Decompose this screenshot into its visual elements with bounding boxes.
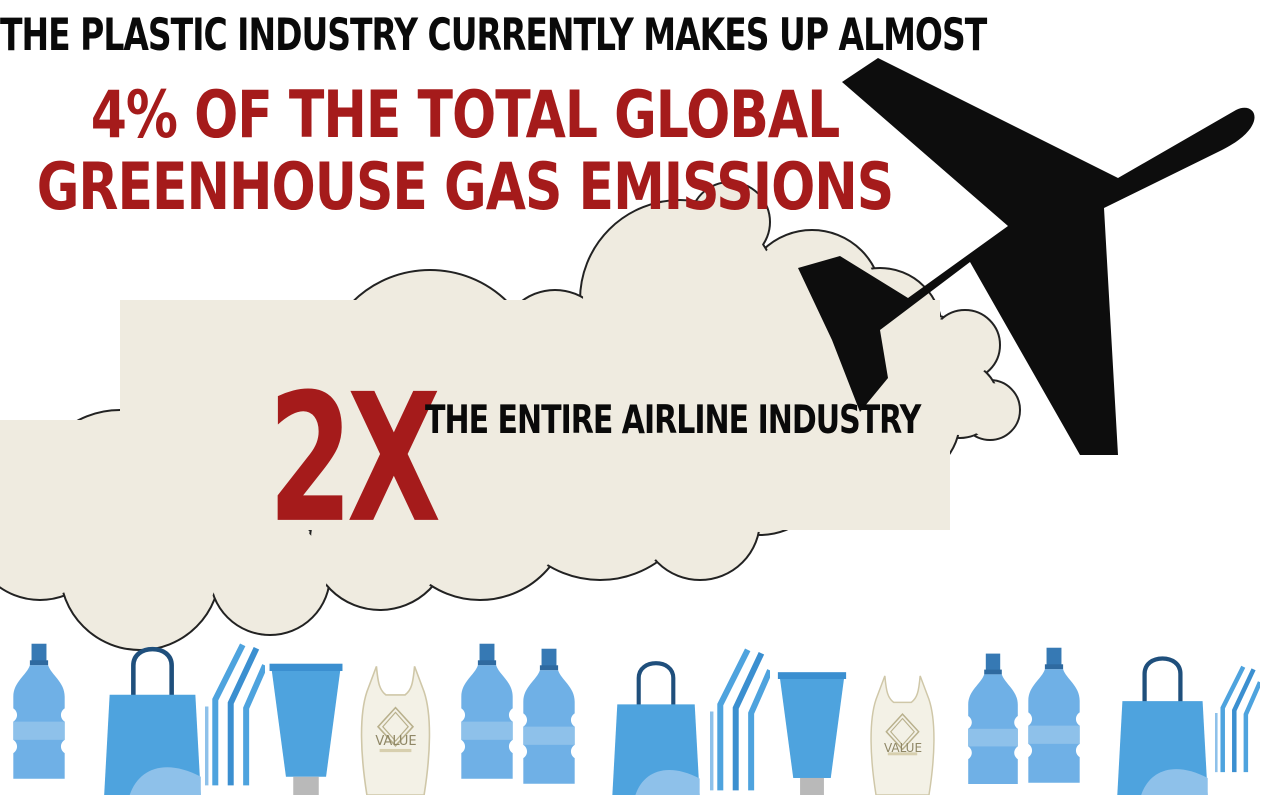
shopping-bag-icon [612,663,699,795]
straw-icon [712,650,770,791]
bottle-icon [523,648,575,784]
smoke-cloud-fill [0,189,1017,647]
straw-icon [1216,667,1260,772]
cup-icon [269,663,343,795]
left-margin [0,600,10,795]
bag-print-text: VALUE [884,741,922,755]
cup-icon [777,672,847,795]
airplane-icon [798,58,1255,455]
headline-line-2: 4% OF THE TOTAL GLOBAL [90,78,841,153]
bottle-icon [461,643,513,779]
bottle-icon [1028,647,1080,783]
plastic-bag-icon [870,674,935,795]
straw-icon [207,645,265,786]
bag-print-text: VALUE [375,734,416,749]
headline-line-1: THE PLASTIC INDUSTRY CURRENTLY MAKES UP … [0,8,987,61]
plastic-bag-icon [360,665,431,795]
bottle-icon [968,653,1018,784]
bottle-icon [13,643,65,779]
comparison-multiplier: 2X [268,356,441,562]
shopping-bag-icon [104,649,201,795]
plastic-items-row [13,644,1260,795]
headline-line-3: GREENHOUSE GAS EMISSIONS [36,150,895,225]
comparison-label: THE ENTIRE AIRLINE INDUSTRY [425,398,921,444]
shopping-bag-icon [1117,659,1207,795]
